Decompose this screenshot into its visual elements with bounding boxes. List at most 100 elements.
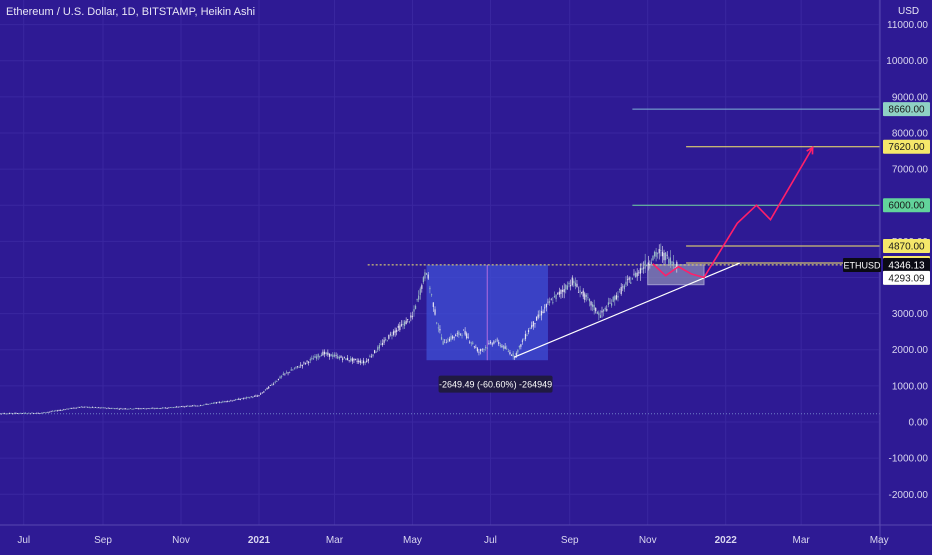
candle-down (455, 335, 456, 336)
candle-up (19, 413, 20, 414)
candle-down (454, 337, 455, 338)
candle-up (641, 268, 642, 270)
time-tick-label: May (870, 535, 889, 546)
candle-down (165, 408, 166, 409)
candle-up (339, 357, 340, 359)
candle-down (273, 384, 274, 385)
time-tick-label: Mar (793, 535, 811, 546)
candle-down (460, 334, 461, 335)
candle-up (31, 413, 32, 414)
candle-up (144, 408, 145, 409)
candle-down (297, 366, 298, 367)
candle-up (25, 413, 26, 414)
candle-up (350, 359, 351, 361)
candle-up (625, 282, 626, 285)
candle-down (182, 406, 183, 407)
candle-up (423, 277, 424, 282)
price-tick-label: 10000.00 (886, 56, 928, 67)
candle-down (303, 362, 304, 363)
candle-down (178, 407, 179, 408)
candle-up (319, 356, 320, 357)
candle-down (534, 323, 535, 324)
candle-up (111, 408, 112, 409)
candle-up (385, 339, 386, 340)
candle-up (203, 405, 204, 406)
candle-up (671, 262, 672, 264)
candle-down (480, 349, 481, 351)
candle-down (30, 413, 31, 414)
candle-up (187, 406, 188, 407)
level-price-label: 4870.00 (888, 242, 925, 253)
candle-up (281, 376, 282, 377)
candle-down (606, 309, 607, 311)
candle-down (160, 408, 161, 409)
candle-up (587, 297, 588, 298)
candle-up (387, 341, 388, 342)
candle-down (627, 279, 628, 280)
candle-up (213, 403, 214, 404)
candle-up (114, 408, 115, 409)
candle-down (108, 408, 109, 409)
candle-down (562, 290, 563, 292)
candle-up (624, 285, 625, 289)
candle-down (609, 303, 610, 304)
candle-up (55, 410, 56, 411)
candle-up (369, 356, 370, 357)
candle-up (334, 355, 335, 357)
candle-up (523, 340, 524, 341)
candle-down (393, 331, 394, 335)
candle-up (291, 369, 292, 370)
candle-down (390, 334, 391, 335)
candle-up (170, 407, 171, 408)
candle-down (629, 278, 630, 280)
candle-up (117, 408, 118, 409)
time-tick-label: May (403, 535, 422, 546)
candle-up (495, 341, 496, 342)
candle-up (426, 273, 427, 275)
candle-down (324, 352, 325, 355)
candle-up (101, 407, 102, 408)
candle-down (92, 407, 93, 408)
candle-down (109, 408, 110, 409)
candle-down (557, 293, 558, 294)
candle-up (513, 353, 514, 356)
price-tick-label: 1000.00 (892, 381, 929, 392)
candle-down (284, 374, 285, 375)
candle-down (433, 302, 434, 306)
candle-up (249, 398, 250, 399)
candle-down (497, 340, 498, 341)
candle-down (449, 339, 450, 341)
candle-up (283, 374, 284, 375)
candle-down (104, 408, 105, 409)
candle-down (371, 356, 372, 357)
candle-down (621, 287, 622, 294)
candle-down (306, 361, 307, 362)
candle-up (194, 405, 195, 406)
candle-down (15, 413, 16, 414)
candle-down (71, 408, 72, 409)
candle-down (73, 408, 74, 409)
candle-up (209, 404, 210, 405)
candle-down (434, 309, 435, 314)
candle-up (500, 345, 501, 347)
candle-down (428, 275, 429, 279)
candle-up (589, 299, 590, 301)
currency-label[interactable]: USD (898, 6, 919, 17)
candle-up (654, 252, 655, 257)
candle-down (583, 291, 584, 297)
candle-up (133, 409, 134, 410)
candle-up (619, 289, 620, 290)
candle-down (509, 352, 510, 354)
time-tick-label: Mar (326, 535, 344, 546)
candle-up (201, 405, 202, 406)
candle-up (529, 328, 530, 329)
price-tick-label: 8000.00 (892, 128, 929, 139)
candle-up (70, 408, 71, 409)
candle-up (458, 332, 459, 335)
candle-up (175, 407, 176, 408)
candle-up (130, 408, 131, 409)
candle-up (311, 358, 312, 359)
candle-up (276, 381, 277, 382)
